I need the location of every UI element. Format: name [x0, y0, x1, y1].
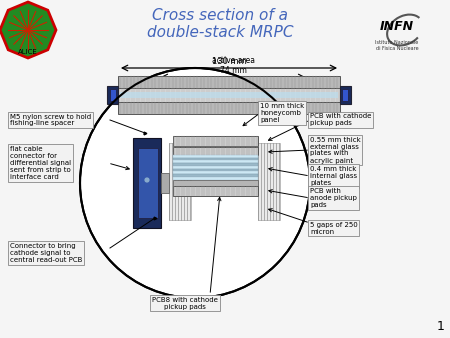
Bar: [173, 158, 258, 160]
Text: INFN: INFN: [380, 21, 414, 33]
Bar: [107, 86, 118, 104]
Text: 0.55 mm thick
external glass
plates with
acrylic paint: 0.55 mm thick external glass plates with…: [310, 137, 361, 164]
Bar: [173, 186, 258, 195]
Bar: [340, 86, 351, 104]
Text: Connector to bring
cathode signal to
central read-out PCB: Connector to bring cathode signal to cen…: [10, 243, 82, 263]
Text: 0.4 mm thick
internal glass
plates: 0.4 mm thick internal glass plates: [310, 166, 357, 186]
Bar: [161, 173, 169, 193]
Text: 5 gaps of 250
micron: 5 gaps of 250 micron: [310, 221, 358, 235]
Text: active area
74 mm: active area 74 mm: [212, 55, 255, 75]
Bar: [110, 89, 116, 101]
Bar: [173, 155, 258, 158]
Bar: [138, 148, 158, 218]
Circle shape: [80, 68, 310, 298]
Text: 1: 1: [437, 320, 445, 333]
Text: ALICE: ALICE: [18, 49, 38, 55]
Text: PCB with
anode pickup
pads: PCB with anode pickup pads: [310, 188, 357, 208]
Bar: [173, 179, 258, 186]
Bar: [118, 102, 340, 114]
Bar: [173, 163, 258, 166]
Bar: [173, 174, 258, 177]
Bar: [173, 158, 258, 161]
Bar: [173, 163, 258, 166]
Bar: [173, 146, 258, 154]
Bar: [173, 136, 258, 146]
Text: 130 mm: 130 mm: [212, 57, 247, 66]
Bar: [173, 160, 258, 163]
Bar: [173, 171, 258, 174]
Bar: [258, 143, 280, 220]
Bar: [118, 76, 340, 88]
Bar: [169, 143, 191, 220]
Bar: [342, 89, 348, 101]
Text: Cross section of a
double-stack MRPC: Cross section of a double-stack MRPC: [147, 8, 293, 41]
Bar: [173, 161, 258, 163]
Text: M5 nylon screw to hold
fishing-line spacer: M5 nylon screw to hold fishing-line spac…: [10, 114, 91, 126]
Bar: [120, 92, 338, 98]
Text: Istituto Nazionale
di Fisica Nucleare: Istituto Nazionale di Fisica Nucleare: [375, 40, 419, 51]
Bar: [173, 166, 258, 169]
Bar: [173, 152, 258, 155]
Bar: [173, 176, 258, 179]
Bar: [173, 169, 258, 171]
Text: PCB with cathode
pickup pads: PCB with cathode pickup pads: [310, 114, 371, 126]
Bar: [118, 88, 340, 102]
Bar: [173, 154, 258, 158]
Text: PCB8 with cathode
pickup pads: PCB8 with cathode pickup pads: [152, 296, 218, 310]
Circle shape: [144, 177, 150, 183]
Bar: [133, 138, 161, 228]
Bar: [173, 171, 258, 174]
Bar: [173, 146, 258, 152]
Bar: [173, 166, 258, 169]
Text: 10 mm thick
honeycomb
panel: 10 mm thick honeycomb panel: [260, 103, 304, 123]
Bar: [173, 174, 258, 176]
Text: flat cable
connector for
differential signal
sent from strip to
interface card: flat cable connector for differential si…: [10, 146, 71, 180]
Bar: [173, 169, 258, 171]
